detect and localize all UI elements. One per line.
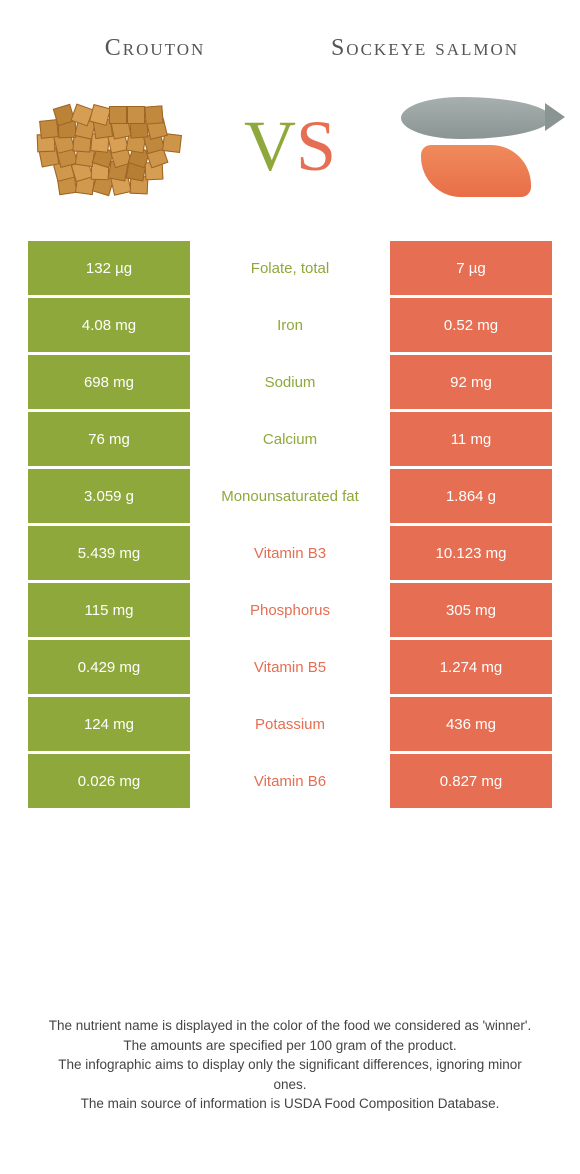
nutrient-label: Iron: [190, 298, 390, 352]
table-row: 0.429 mgVitamin B51.274 mg: [28, 640, 552, 694]
right-value: 7 µg: [390, 241, 552, 295]
left-value: 5.439 mg: [28, 526, 190, 580]
right-value: 436 mg: [390, 697, 552, 751]
nutrient-label: Monounsaturated fat: [190, 469, 390, 523]
left-value: 124 mg: [28, 697, 190, 751]
left-value: 698 mg: [28, 355, 190, 409]
left-value: 132 µg: [28, 241, 190, 295]
nutrient-label: Vitamin B3: [190, 526, 390, 580]
footer-line-2: The amounts are specified per 100 gram o…: [40, 1036, 540, 1056]
right-value: 10.123 mg: [390, 526, 552, 580]
left-value: 76 mg: [28, 412, 190, 466]
vs-s-letter: S: [296, 105, 336, 188]
right-food-title: Sockeye salmon: [290, 35, 560, 61]
left-food-title: Crouton: [20, 35, 290, 61]
right-value: 0.827 mg: [390, 754, 552, 808]
left-value: 0.429 mg: [28, 640, 190, 694]
right-value: 1.274 mg: [390, 640, 552, 694]
nutrient-label: Folate, total: [190, 241, 390, 295]
vs-label: VS: [244, 105, 336, 188]
left-value: 4.08 mg: [28, 298, 190, 352]
table-row: 3.059 gMonounsaturated fat1.864 g: [28, 469, 552, 523]
header: Crouton Sockeye salmon: [0, 0, 580, 71]
right-value: 11 mg: [390, 412, 552, 466]
footer-line-3: The infographic aims to display only the…: [40, 1055, 540, 1094]
footer-notes: The nutrient name is displayed in the co…: [0, 1016, 580, 1114]
images-row: VS: [0, 71, 580, 241]
table-row: 698 mgSodium92 mg: [28, 355, 552, 409]
right-value: 0.52 mg: [390, 298, 552, 352]
nutrient-label: Sodium: [190, 355, 390, 409]
left-value: 3.059 g: [28, 469, 190, 523]
nutrient-table: 132 µgFolate, total7 µg4.08 mgIron0.52 m…: [28, 241, 552, 808]
table-row: 76 mgCalcium11 mg: [28, 412, 552, 466]
footer-line-1: The nutrient name is displayed in the co…: [40, 1016, 540, 1036]
nutrient-label: Calcium: [190, 412, 390, 466]
right-value: 1.864 g: [390, 469, 552, 523]
vs-v-letter: V: [244, 105, 296, 188]
table-row: 115 mgPhosphorus305 mg: [28, 583, 552, 637]
left-value: 115 mg: [28, 583, 190, 637]
footer-line-4: The main source of information is USDA F…: [40, 1094, 540, 1114]
right-value: 305 mg: [390, 583, 552, 637]
crouton-image: [20, 81, 185, 211]
table-row: 5.439 mgVitamin B310.123 mg: [28, 526, 552, 580]
nutrient-label: Potassium: [190, 697, 390, 751]
table-row: 132 µgFolate, total7 µg: [28, 241, 552, 295]
salmon-image: [395, 81, 560, 211]
nutrient-label: Phosphorus: [190, 583, 390, 637]
table-row: 124 mgPotassium436 mg: [28, 697, 552, 751]
left-value: 0.026 mg: [28, 754, 190, 808]
table-row: 0.026 mgVitamin B60.827 mg: [28, 754, 552, 808]
nutrient-label: Vitamin B5: [190, 640, 390, 694]
nutrient-label: Vitamin B6: [190, 754, 390, 808]
table-row: 4.08 mgIron0.52 mg: [28, 298, 552, 352]
right-value: 92 mg: [390, 355, 552, 409]
